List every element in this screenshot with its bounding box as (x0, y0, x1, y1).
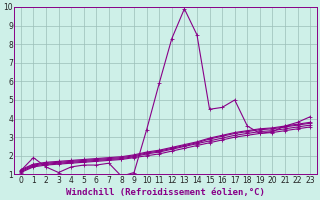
X-axis label: Windchill (Refroidissement éolien,°C): Windchill (Refroidissement éolien,°C) (66, 188, 265, 197)
